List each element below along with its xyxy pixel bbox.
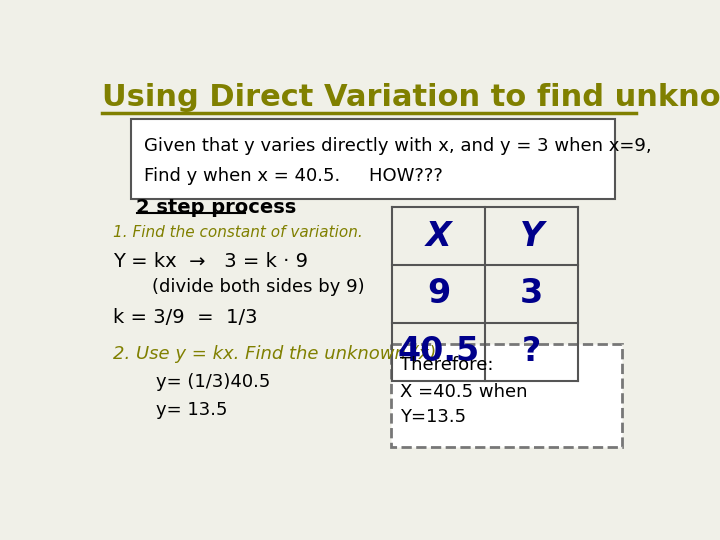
Text: k = 3/9  =  1/3: k = 3/9 = 1/3: [113, 308, 258, 327]
Text: (divide both sides by 9): (divide both sides by 9): [152, 278, 364, 295]
Text: Y=13.5: Y=13.5: [400, 408, 466, 427]
Text: X: X: [426, 220, 451, 253]
Text: Given that y varies directly with x, and y = 3 when x=9,: Given that y varies directly with x, and…: [144, 137, 652, 154]
FancyBboxPatch shape: [391, 345, 622, 448]
FancyBboxPatch shape: [131, 119, 615, 199]
Text: X =40.5 when: X =40.5 when: [400, 383, 528, 401]
Text: 2 step process: 2 step process: [137, 198, 297, 217]
Text: Y = kx  →   3 = k · 9: Y = kx → 3 = k · 9: [113, 252, 308, 271]
Text: 1. Find the constant of variation.: 1. Find the constant of variation.: [113, 225, 363, 240]
Text: y= 13.5: y= 13.5: [156, 401, 228, 418]
Text: Therefore:: Therefore:: [400, 356, 493, 374]
Text: ?: ?: [522, 335, 541, 368]
Text: 2. Use y = kx. Find the unknown (x).: 2. Use y = kx. Find the unknown (x).: [113, 345, 442, 362]
Text: y= (1/3)40.5: y= (1/3)40.5: [156, 373, 270, 391]
Text: 3: 3: [520, 278, 544, 310]
Text: Using Direct Variation to find unknowns (y = kx): Using Direct Variation to find unknowns …: [102, 83, 720, 112]
Text: Y: Y: [520, 220, 544, 253]
Text: 40.5: 40.5: [397, 335, 480, 368]
Text: Find y when x = 40.5.     HOW???: Find y when x = 40.5. HOW???: [144, 167, 443, 185]
Text: 9: 9: [427, 278, 451, 310]
